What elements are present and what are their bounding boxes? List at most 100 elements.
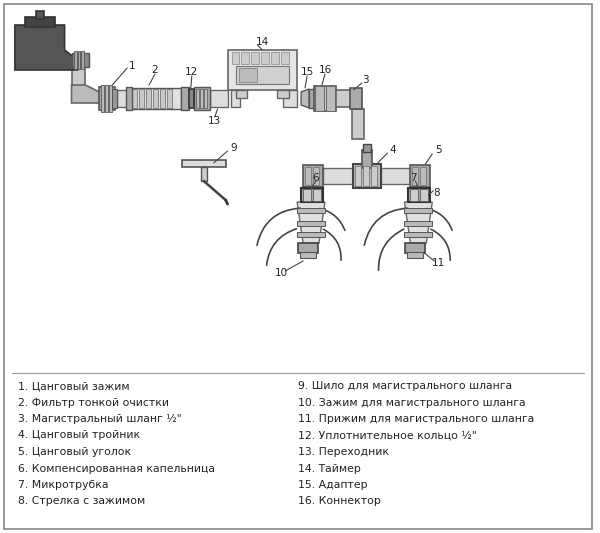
Bar [300,252,316,258]
Bar [126,87,132,110]
Text: 14. Таймер: 14. Таймер [298,464,361,473]
Polygon shape [297,202,325,243]
Text: 4: 4 [389,145,396,155]
Polygon shape [404,202,432,243]
Bar [323,168,353,184]
Bar [326,86,335,111]
Bar [336,90,358,107]
Bar [353,164,380,188]
Bar [352,109,364,139]
Bar [314,86,336,111]
Text: 11: 11 [431,258,445,268]
Bar [380,168,410,184]
Bar [421,167,427,185]
Bar [309,89,314,108]
Text: 16: 16 [319,65,332,75]
Bar [74,51,77,69]
Bar [406,243,425,253]
Text: 7: 7 [410,173,417,183]
Bar [204,89,206,108]
Bar [82,51,85,69]
Text: 5. Цанговый уголок: 5. Цанговый уголок [18,447,131,457]
Text: 10. Зажим для магистрального шланга: 10. Зажим для магистрального шланга [298,398,526,408]
Bar [112,89,117,108]
Bar [232,52,239,64]
Bar [404,232,432,237]
Bar [230,90,241,107]
Bar [201,167,206,181]
Bar [350,88,362,109]
Text: 14: 14 [256,37,269,47]
Bar [109,85,112,112]
Bar [117,90,129,107]
Text: 8: 8 [433,188,440,198]
Text: 5: 5 [435,145,442,155]
Text: 1. Цанговый зажим: 1. Цанговый зажим [18,381,130,391]
Text: 15. Адаптер: 15. Адаптер [298,480,368,490]
Bar [409,188,430,202]
Bar [315,86,324,111]
Text: 4. Цанговый тройник: 4. Цанговый тройник [18,431,140,440]
Bar [160,89,165,108]
Bar [412,167,418,185]
Bar [153,89,158,108]
Bar [363,144,371,152]
Polygon shape [71,85,100,103]
Polygon shape [15,25,77,70]
Bar [363,166,368,186]
Text: 1: 1 [129,61,136,71]
Bar [167,89,172,108]
Bar [305,167,311,185]
Bar [262,52,269,64]
Bar [129,88,181,109]
Bar [106,85,109,112]
Text: 3. Магистральный шланг ½": 3. Магистральный шланг ½" [18,414,182,424]
Bar [36,11,44,19]
Text: 13. Переходник: 13. Переходник [298,447,389,457]
Bar [186,92,190,105]
Bar [132,89,137,108]
Text: 12. Уплотнительное кольцо ½": 12. Уплотнительное кольцо ½" [298,431,477,440]
Bar [77,51,80,69]
Bar [236,90,247,98]
Bar [303,165,323,187]
Bar [182,160,226,167]
Bar [362,150,371,168]
Text: 6: 6 [313,173,319,183]
Polygon shape [301,89,309,108]
Bar [227,50,297,90]
Bar [139,89,144,108]
Bar [25,17,55,27]
Bar [271,52,279,64]
Bar [146,89,151,108]
Bar [101,85,104,112]
Bar [404,221,432,226]
Bar [297,221,325,226]
Bar [251,52,259,64]
Bar [71,67,85,92]
Bar [313,167,319,185]
Bar [407,252,424,258]
Bar [404,208,432,213]
Bar [241,52,250,64]
Bar [277,90,289,98]
Bar [303,189,311,201]
Text: 9: 9 [230,143,237,153]
Bar [281,52,289,64]
Bar [200,89,203,108]
Bar [301,188,323,202]
Bar [371,166,377,186]
Bar [283,90,297,107]
Text: 16. Коннектор: 16. Коннектор [298,497,381,506]
Bar [181,87,189,110]
Bar [239,68,257,82]
Text: 8. Стрелка с зажимом: 8. Стрелка с зажимом [18,497,145,506]
Bar [297,208,325,213]
Bar [410,189,418,201]
Bar [100,87,115,110]
Bar [196,89,199,108]
Text: 3: 3 [362,75,369,85]
Bar [298,243,318,253]
Text: 9. Шило для магистрального шланга: 9. Шило для магистрального шланга [298,381,512,391]
Bar [236,66,289,84]
